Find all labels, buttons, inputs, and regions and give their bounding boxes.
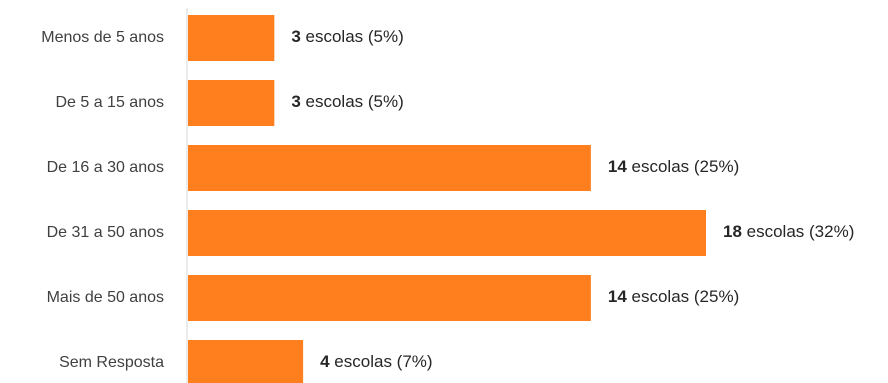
data-label-count: 18 [723,222,742,241]
data-label: 4 escolas (7%) [320,352,432,371]
category-label: De 16 a 30 anos [47,159,164,176]
data-label-text: escolas (5%) [301,92,404,111]
data-label: 3 escolas (5%) [291,92,403,111]
data-label: 14 escolas (25%) [608,287,739,306]
data-label-count: 4 [320,352,330,371]
data-label-count: 3 [291,27,300,46]
data-label-text: escolas (5%) [301,27,404,46]
bar [188,15,275,61]
data-label-text: escolas (25%) [627,157,739,176]
data-label-text: escolas (25%) [627,287,739,306]
data-label: 14 escolas (25%) [608,157,739,176]
data-label-count: 3 [291,92,300,111]
category-label: De 31 a 50 anos [47,224,164,241]
data-label-text: escolas (32%) [742,222,854,241]
bar [188,210,706,256]
data-label-count: 14 [608,157,627,176]
data-label-count: 14 [608,287,627,306]
bar [188,340,304,383]
category-label: Menos de 5 anos [41,29,164,46]
category-label: Mais de 50 anos [47,289,164,306]
data-label-text: escolas (7%) [330,352,433,371]
data-label: 18 escolas (32%) [723,222,854,241]
bar [188,80,275,126]
category-label: Sem Resposta [59,354,164,371]
bar [188,275,591,321]
data-label: 3 escolas (5%) [291,27,403,46]
category-label: De 5 a 15 anos [55,94,164,111]
bar [188,145,591,191]
